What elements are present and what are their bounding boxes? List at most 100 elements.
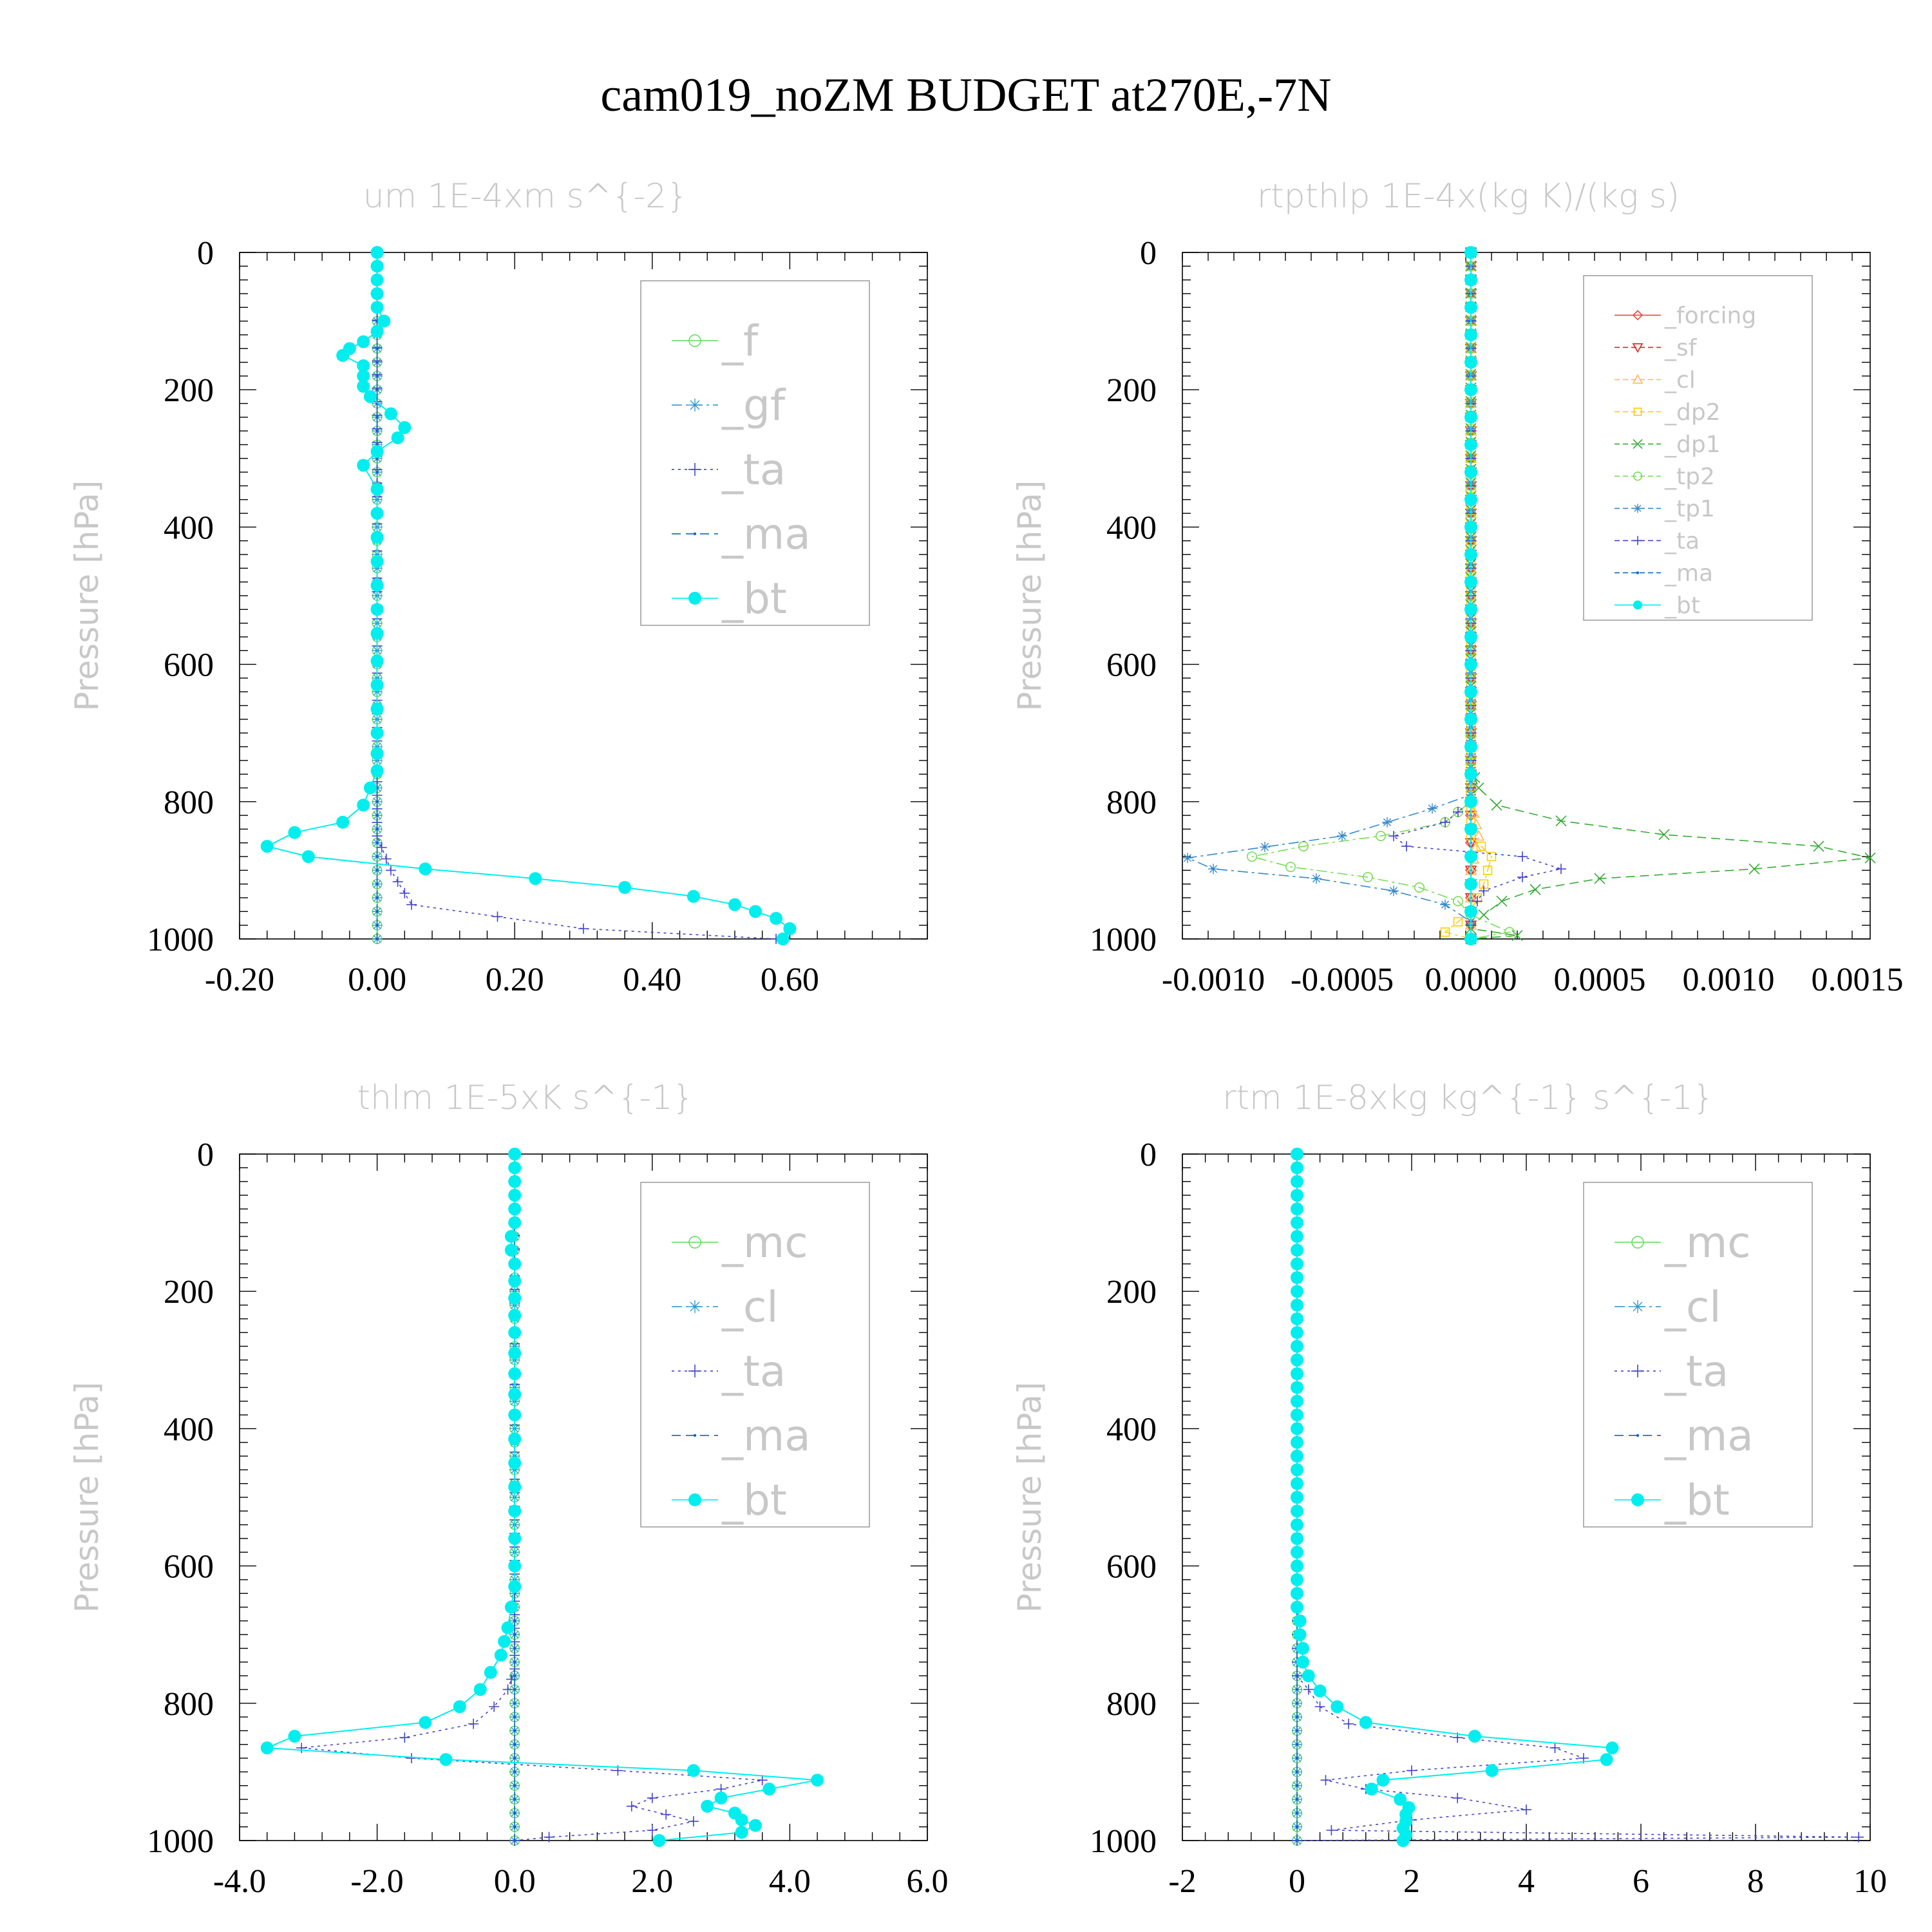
data-point-ta (399, 887, 410, 898)
series-line-dp1 (1470, 252, 1871, 940)
data-point-bt (508, 1216, 522, 1229)
x-tick-label: 6 (1633, 1863, 1649, 1900)
data-point-ma (375, 347, 379, 350)
x-tick-label: 2.0 (631, 1863, 673, 1900)
data-point-bt (1464, 273, 1477, 287)
data-point-bt (1291, 1367, 1303, 1381)
legend-label: _mc (1664, 1218, 1751, 1267)
legend-box (1583, 275, 1813, 621)
data-point-ma (513, 1756, 516, 1760)
data-point-bt (1291, 1531, 1303, 1545)
data-point-bt (370, 726, 384, 740)
legend-label: _ta (1664, 1347, 1728, 1396)
legend: _f _gf _ta _ma _bt (640, 280, 870, 626)
x-tick-label: 2 (1403, 1863, 1420, 1900)
data-point-ta (502, 1684, 513, 1695)
data-point-ta (492, 911, 503, 922)
data-point-ma (513, 1701, 516, 1705)
plot-frame (1182, 1153, 1871, 1841)
data-point-bt (749, 1819, 762, 1832)
y-tick-label: 1000 (147, 1823, 214, 1860)
data-point-bt (508, 1432, 522, 1446)
data-point-bt (1464, 877, 1477, 891)
data-point-bt (508, 1291, 522, 1305)
data-point-ta (489, 1701, 500, 1712)
data-point-bt (1464, 850, 1477, 864)
data-point-ma (513, 1729, 516, 1732)
data-point-bt (1291, 1148, 1303, 1160)
data-point-bt (1313, 1684, 1327, 1698)
data-point-ma (375, 896, 379, 900)
data-point-bt (508, 1580, 522, 1593)
data-point-ma (1295, 1825, 1299, 1828)
data-point-ta (1401, 841, 1412, 852)
data-point-dp2 (1453, 917, 1463, 927)
data-point-tp1 (1182, 853, 1193, 864)
data-point-bt (370, 287, 384, 300)
data-point-ma (513, 1619, 516, 1623)
panel-title: um 1E-4xm s^{-2} (363, 177, 688, 216)
data-point-ta (406, 1753, 417, 1764)
legend-marker-gf (688, 398, 701, 412)
legend-marker-dp1 (1633, 439, 1643, 449)
data-point-bt (288, 1729, 301, 1743)
data-point-bt (1464, 493, 1477, 506)
y-tick-label: 200 (164, 372, 214, 409)
data-point-bt (1365, 1783, 1378, 1796)
legend-marker-ma (693, 532, 697, 536)
y-axis-label: Pressure [hPa] (1011, 480, 1048, 712)
legend-label: _bt (1664, 1475, 1730, 1525)
panels: um 1E-4xm s^{-2}Pressure [hPa]0200400600… (68, 177, 1904, 1900)
x-tick-label: 0.20 (486, 961, 544, 998)
data-point-bt (501, 1621, 515, 1634)
data-point-ma (375, 388, 379, 392)
data-point-bt (1464, 355, 1477, 369)
data-point-bt (1291, 1229, 1303, 1243)
data-point-bt (370, 678, 384, 692)
data-point-tp1 (1260, 842, 1270, 853)
series-line-ta (376, 252, 777, 940)
data-point-ma (375, 855, 379, 858)
legend-marker-bt (688, 1493, 701, 1506)
data-point-bt (1293, 1614, 1307, 1627)
data-point-ma (375, 828, 379, 831)
data-point-ta (1326, 1825, 1337, 1836)
data-point-bt (508, 1388, 522, 1401)
data-point-bt (494, 1649, 507, 1662)
data-point-ma (375, 800, 379, 804)
data-point-bt (508, 1257, 522, 1271)
y-tick-label: 1000 (1090, 1823, 1157, 1860)
data-point-bt (370, 531, 384, 544)
legend-label: _sf (1664, 335, 1698, 361)
data-point-ma (375, 841, 379, 844)
legend-label: _cl (1664, 367, 1696, 393)
data-point-bt (1291, 1463, 1303, 1477)
data-point-bt (363, 390, 377, 403)
data-point-ma (1295, 1688, 1299, 1691)
data-point-bt (728, 898, 741, 911)
legend-marker-sf (1632, 343, 1643, 354)
data-point-bt (377, 314, 391, 328)
x-tick-label: 4 (1518, 1863, 1535, 1900)
data-point-bt (762, 1783, 776, 1796)
y-axis-label: Pressure [hPa] (68, 480, 106, 712)
x-tick-label: 0.0 (494, 1863, 536, 1900)
data-point-tp1 (1382, 817, 1392, 828)
data-point-bt (370, 654, 384, 668)
data-point-bt (1291, 1271, 1303, 1284)
data-point-dp1 (1813, 840, 1824, 852)
data-point-bt (508, 1202, 522, 1216)
data-point-bt (1291, 1285, 1303, 1298)
data-point-bt (1291, 1435, 1303, 1449)
data-point-ta (757, 1775, 768, 1786)
legend-marker-mc (1631, 1236, 1644, 1249)
data-point-ma (1295, 1839, 1299, 1842)
data-point-bt (811, 1774, 824, 1787)
data-point-bt (529, 872, 542, 886)
legend-label: _tp1 (1664, 496, 1715, 522)
data-point-bt (260, 1741, 274, 1755)
series-layer (260, 1148, 824, 1847)
data-point-ta (406, 899, 417, 910)
data-point-bt (1293, 1628, 1307, 1642)
y-tick-label: 800 (1106, 784, 1157, 821)
